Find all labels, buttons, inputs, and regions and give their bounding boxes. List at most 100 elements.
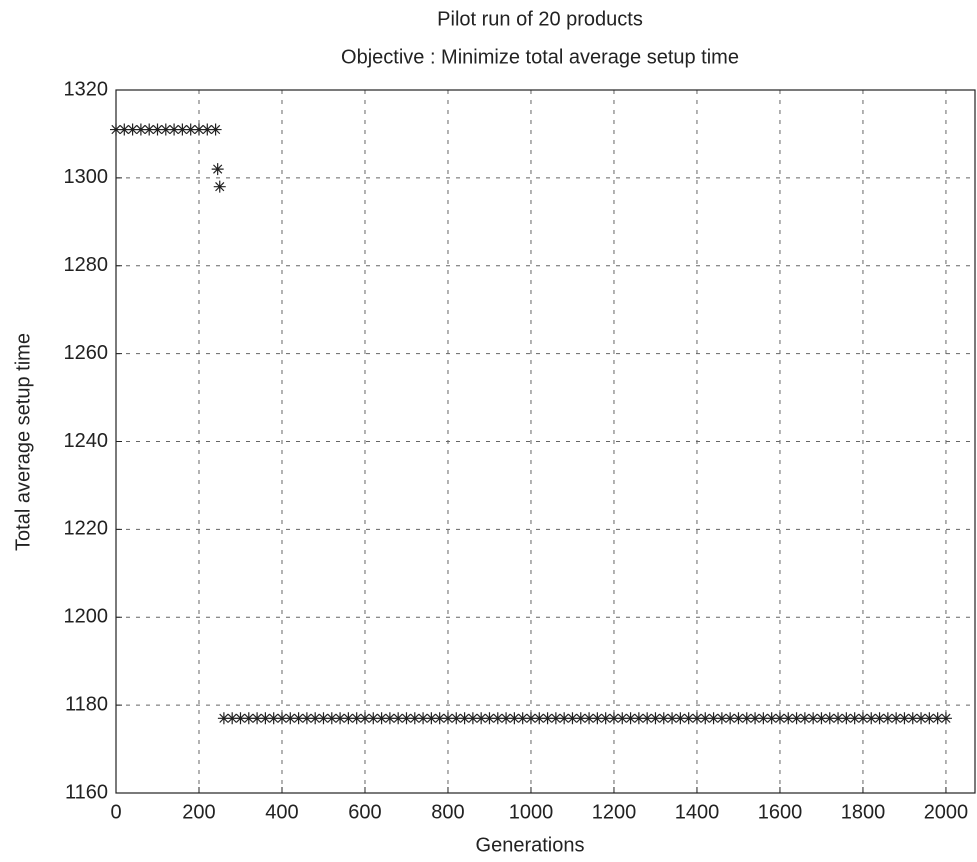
marker bbox=[184, 123, 197, 136]
y-tick-label: 1260 bbox=[64, 342, 109, 364]
marker bbox=[865, 712, 878, 725]
marker bbox=[765, 712, 778, 725]
marker bbox=[591, 712, 604, 725]
marker bbox=[251, 712, 264, 725]
marker bbox=[516, 712, 529, 725]
x-tick-label: 600 bbox=[348, 801, 381, 823]
marker bbox=[931, 712, 944, 725]
y-tick-label: 1320 bbox=[64, 78, 109, 100]
marker bbox=[682, 712, 695, 725]
marker bbox=[815, 712, 828, 725]
marker bbox=[392, 712, 405, 725]
marker bbox=[757, 712, 770, 725]
marker bbox=[782, 712, 795, 725]
marker bbox=[475, 712, 488, 725]
plot-frame bbox=[115, 89, 976, 794]
marker bbox=[607, 712, 620, 725]
marker bbox=[583, 712, 596, 725]
marker bbox=[176, 123, 189, 136]
marker bbox=[632, 712, 645, 725]
marker bbox=[500, 712, 513, 725]
marker bbox=[118, 123, 131, 136]
marker bbox=[383, 712, 396, 725]
marker bbox=[906, 712, 919, 725]
marker bbox=[724, 712, 737, 725]
y-tick-label: 1240 bbox=[64, 430, 109, 452]
marker bbox=[873, 712, 886, 725]
marker bbox=[458, 712, 471, 725]
marker bbox=[211, 163, 224, 176]
marker bbox=[126, 123, 139, 136]
marker bbox=[309, 712, 322, 725]
marker bbox=[275, 712, 288, 725]
marker bbox=[213, 180, 226, 193]
y-tick-label: 1180 bbox=[65, 693, 108, 715]
marker bbox=[192, 123, 205, 136]
marker bbox=[890, 712, 903, 725]
marker bbox=[466, 712, 479, 725]
marker bbox=[234, 712, 247, 725]
marker bbox=[317, 712, 330, 725]
marker bbox=[151, 123, 164, 136]
marker bbox=[417, 712, 430, 725]
marker bbox=[533, 712, 546, 725]
marker bbox=[856, 712, 869, 725]
marker bbox=[832, 712, 845, 725]
marker bbox=[666, 712, 679, 725]
marker bbox=[939, 712, 952, 725]
marker bbox=[823, 712, 836, 725]
marker bbox=[491, 712, 504, 725]
x-tick-label: 1600 bbox=[758, 801, 803, 823]
marker bbox=[483, 712, 496, 725]
x-tick-label: 1800 bbox=[841, 801, 886, 823]
marker bbox=[616, 712, 629, 725]
marker bbox=[342, 712, 355, 725]
marker bbox=[209, 123, 222, 136]
marker bbox=[541, 712, 554, 725]
x-axis-label: Generations bbox=[476, 834, 585, 856]
marker bbox=[657, 712, 670, 725]
marker bbox=[898, 712, 911, 725]
marker bbox=[599, 712, 612, 725]
marker bbox=[807, 712, 820, 725]
marker bbox=[267, 712, 280, 725]
marker bbox=[558, 712, 571, 725]
marker bbox=[375, 712, 388, 725]
marker bbox=[848, 712, 861, 725]
marker bbox=[915, 712, 928, 725]
marker bbox=[259, 712, 272, 725]
marker bbox=[773, 712, 786, 725]
marker bbox=[134, 123, 147, 136]
marker bbox=[524, 712, 537, 725]
marker bbox=[292, 712, 305, 725]
marker bbox=[740, 712, 753, 725]
marker bbox=[790, 712, 803, 725]
marker bbox=[641, 712, 654, 725]
marker bbox=[242, 712, 255, 725]
y-tick-label: 1300 bbox=[64, 166, 109, 188]
x-tick-label: 0 bbox=[110, 801, 121, 823]
marker bbox=[624, 712, 637, 725]
x-tick-label: 800 bbox=[431, 801, 464, 823]
y-tick-label: 1200 bbox=[64, 606, 109, 628]
marker bbox=[566, 712, 579, 725]
x-tick-label: 1400 bbox=[675, 801, 720, 823]
marker bbox=[284, 712, 297, 725]
marker bbox=[923, 712, 936, 725]
marker bbox=[749, 712, 762, 725]
marker bbox=[674, 712, 687, 725]
marker bbox=[450, 712, 463, 725]
marker bbox=[367, 712, 380, 725]
y-axis-label: Total average setup time bbox=[12, 333, 34, 551]
marker bbox=[707, 712, 720, 725]
marker bbox=[400, 712, 413, 725]
marker bbox=[226, 712, 239, 725]
marker bbox=[408, 712, 421, 725]
marker bbox=[649, 712, 662, 725]
marker bbox=[300, 712, 313, 725]
chart-subtitle: Objective : Minimize total average setup… bbox=[341, 46, 739, 68]
marker bbox=[433, 712, 446, 725]
marker bbox=[143, 123, 156, 136]
